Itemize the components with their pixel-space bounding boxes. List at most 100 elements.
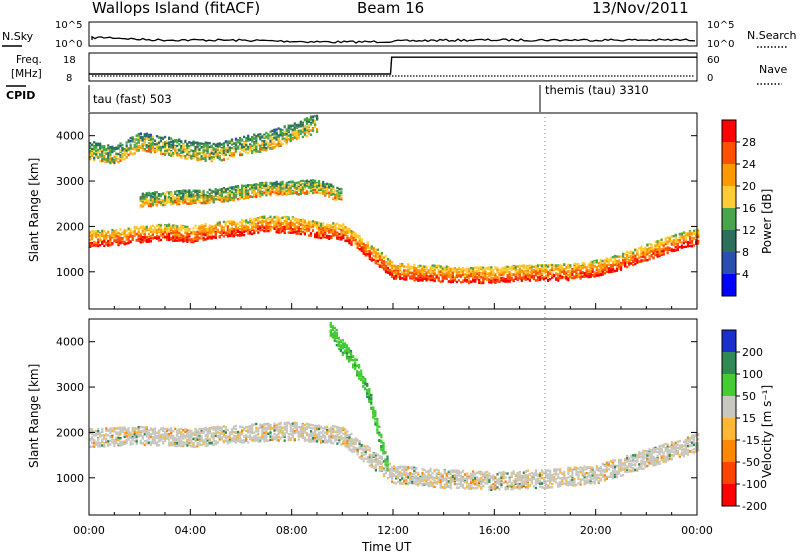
data-cell	[117, 237, 120, 241]
data-cell	[178, 199, 181, 203]
data-cell	[192, 230, 195, 233]
data-cell	[435, 275, 438, 278]
data-cell	[275, 222, 278, 225]
data-cell	[166, 149, 169, 152]
data-cell	[618, 261, 621, 264]
data-cell	[186, 234, 189, 237]
data-cell	[253, 217, 256, 221]
data-cell	[180, 190, 183, 193]
data-cell	[247, 184, 250, 187]
data-cell	[230, 227, 234, 231]
data-cell	[170, 203, 173, 206]
data-cell	[91, 234, 94, 237]
data-cell	[336, 231, 339, 234]
data-cell	[247, 192, 250, 196]
data-cell	[210, 235, 213, 238]
data-cell	[618, 267, 621, 270]
data-cell	[567, 266, 570, 269]
data-cell	[269, 136, 272, 139]
data-cell	[157, 144, 161, 147]
data-cell	[174, 236, 177, 240]
data-cell	[115, 238, 118, 241]
data-cell	[178, 143, 181, 146]
data-cell	[413, 272, 416, 276]
data-cell	[322, 224, 325, 228]
data-cell	[127, 153, 130, 157]
data-cell	[151, 138, 154, 141]
data-cell	[324, 227, 327, 230]
data-cell	[603, 260, 606, 264]
data-cell	[95, 146, 98, 149]
data-cell	[174, 145, 177, 149]
data-cell	[174, 201, 177, 204]
data-cell	[129, 234, 132, 237]
data-cell	[174, 151, 177, 155]
data-cell	[202, 191, 205, 195]
data-cell	[202, 157, 205, 160]
data-cell	[508, 274, 511, 277]
data-cell	[212, 190, 215, 193]
data-cell	[194, 233, 197, 236]
data-cell	[328, 235, 331, 238]
data-cell	[433, 279, 436, 282]
data-cell	[378, 265, 381, 268]
data-cell	[607, 267, 610, 270]
data-cell	[267, 227, 270, 230]
data-cell	[601, 273, 604, 276]
data-cell	[186, 231, 189, 235]
data-cell	[510, 265, 513, 269]
cpid-segment-2: themis (tau) 3310	[545, 83, 649, 97]
data-cell	[170, 151, 173, 154]
data-cell	[174, 228, 177, 231]
data-cell	[595, 267, 598, 270]
data-cell	[309, 133, 313, 136]
data-cell	[291, 131, 294, 134]
data-cell	[172, 229, 175, 233]
data-cell	[123, 230, 126, 233]
data-cell	[295, 218, 298, 221]
data-cell	[224, 195, 227, 198]
data-cell	[301, 130, 304, 134]
data-cell	[688, 236, 692, 239]
data-cell	[236, 185, 240, 189]
data-cell	[492, 278, 495, 281]
data-cell	[243, 192, 246, 195]
data-cell	[547, 265, 550, 268]
data-cell	[105, 235, 108, 238]
data-cell	[508, 277, 511, 281]
data-cell	[111, 148, 114, 151]
data-cell	[129, 146, 132, 149]
data-cell	[498, 280, 501, 283]
data-cell	[283, 230, 286, 233]
data-cell	[380, 264, 383, 267]
data-cell	[192, 227, 195, 230]
data-cell	[99, 235, 102, 238]
data-cell	[186, 230, 189, 233]
data-cell	[196, 148, 199, 151]
data-cell	[243, 233, 246, 237]
data-cell	[200, 146, 203, 149]
data-cell	[508, 266, 511, 269]
data-cell	[591, 260, 594, 264]
data-cell	[311, 223, 315, 227]
data-cell	[314, 114, 317, 118]
data-cell	[162, 143, 165, 146]
data-cell	[595, 274, 598, 277]
data-cell	[320, 227, 323, 230]
data-cell	[328, 224, 331, 227]
data-cell	[131, 238, 134, 241]
data-cell	[297, 124, 300, 127]
data-cell	[277, 141, 280, 144]
data-cell	[293, 222, 296, 226]
data-cell	[358, 241, 361, 244]
data-cell	[305, 120, 309, 123]
data-cell	[441, 280, 444, 283]
data-cell	[204, 229, 207, 232]
data-cell	[318, 232, 321, 235]
data-cell	[93, 244, 96, 247]
data-cell	[283, 139, 286, 142]
data-cell	[107, 147, 110, 150]
data-cell	[626, 265, 629, 269]
data-cell	[449, 269, 452, 273]
data-cell	[624, 257, 627, 260]
